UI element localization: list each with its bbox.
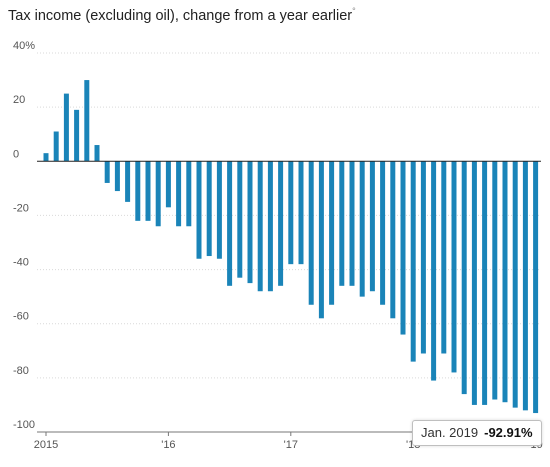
y-tick-label: 40%	[13, 40, 35, 52]
title-footnote-mark: °	[352, 6, 356, 16]
bar[interactable]	[186, 161, 192, 227]
bar[interactable]	[410, 161, 416, 362]
bar[interactable]	[53, 131, 59, 162]
bar[interactable]	[288, 161, 294, 265]
bar[interactable]	[533, 161, 539, 414]
bar[interactable]	[114, 161, 120, 192]
bar[interactable]	[349, 161, 355, 286]
bar[interactable]	[94, 145, 100, 162]
bar[interactable]	[318, 161, 324, 319]
bar[interactable]	[43, 153, 49, 162]
bars	[37, 80, 541, 414]
y-tick-label: -80	[13, 365, 29, 377]
bar[interactable]	[359, 161, 365, 297]
chart-title: Tax income (excluding oil), change from …	[8, 6, 356, 24]
x-tick-label: '17	[284, 439, 298, 451]
bar[interactable]	[492, 161, 498, 400]
bar[interactable]	[512, 161, 518, 408]
y-axis-labels: 40% 20 0 -20 -40 -60 -80 -100	[13, 40, 35, 431]
tooltip-value: -92.91%	[484, 425, 533, 440]
chart-title-text: Tax income (excluding oil), change from …	[8, 7, 353, 24]
bar[interactable]	[237, 161, 243, 278]
x-tick-label: '16	[161, 439, 175, 451]
bar[interactable]	[104, 161, 110, 183]
bar[interactable]	[522, 161, 528, 411]
bar[interactable]	[257, 161, 263, 292]
bar[interactable]	[227, 161, 233, 286]
bar[interactable]	[400, 161, 406, 335]
bar[interactable]	[441, 161, 447, 354]
x-tick-label: 2015	[34, 439, 58, 451]
bar[interactable]	[390, 161, 396, 319]
tooltip-date: Jan. 2019	[421, 425, 479, 440]
bar[interactable]	[278, 161, 284, 286]
bar[interactable]	[308, 161, 314, 305]
hover-tooltip: Jan. 2019 -92.91%	[412, 420, 542, 446]
bar[interactable]	[267, 161, 273, 292]
bar[interactable]	[155, 161, 161, 227]
bar[interactable]	[176, 161, 182, 227]
bar[interactable]	[84, 80, 90, 162]
bar[interactable]	[63, 93, 69, 162]
bar[interactable]	[431, 161, 437, 381]
bar[interactable]	[461, 161, 467, 395]
bar[interactable]	[125, 161, 131, 202]
bar[interactable]	[329, 161, 335, 305]
bar[interactable]	[502, 161, 508, 403]
y-tick-label: 20	[13, 94, 25, 106]
bar[interactable]	[216, 161, 222, 259]
bar[interactable]	[196, 161, 202, 259]
y-tick-label: -60	[13, 311, 29, 323]
bar[interactable]	[369, 161, 375, 292]
bar[interactable]	[135, 161, 141, 221]
bar[interactable]	[451, 161, 457, 373]
bar[interactable]	[339, 161, 345, 286]
bar[interactable]	[74, 109, 80, 162]
bar[interactable]	[471, 161, 477, 405]
bar[interactable]	[380, 161, 386, 305]
bar[interactable]	[145, 161, 151, 221]
bar[interactable]	[420, 161, 426, 354]
y-tick-label: -40	[13, 257, 29, 269]
y-tick-label: -100	[13, 419, 35, 431]
bar[interactable]	[206, 161, 212, 257]
y-tick-label: -20	[13, 202, 29, 214]
bar[interactable]	[298, 161, 304, 265]
bar[interactable]	[247, 161, 253, 284]
bar[interactable]	[165, 161, 171, 208]
bar[interactable]	[482, 161, 488, 405]
y-tick-label: 0	[13, 148, 19, 160]
